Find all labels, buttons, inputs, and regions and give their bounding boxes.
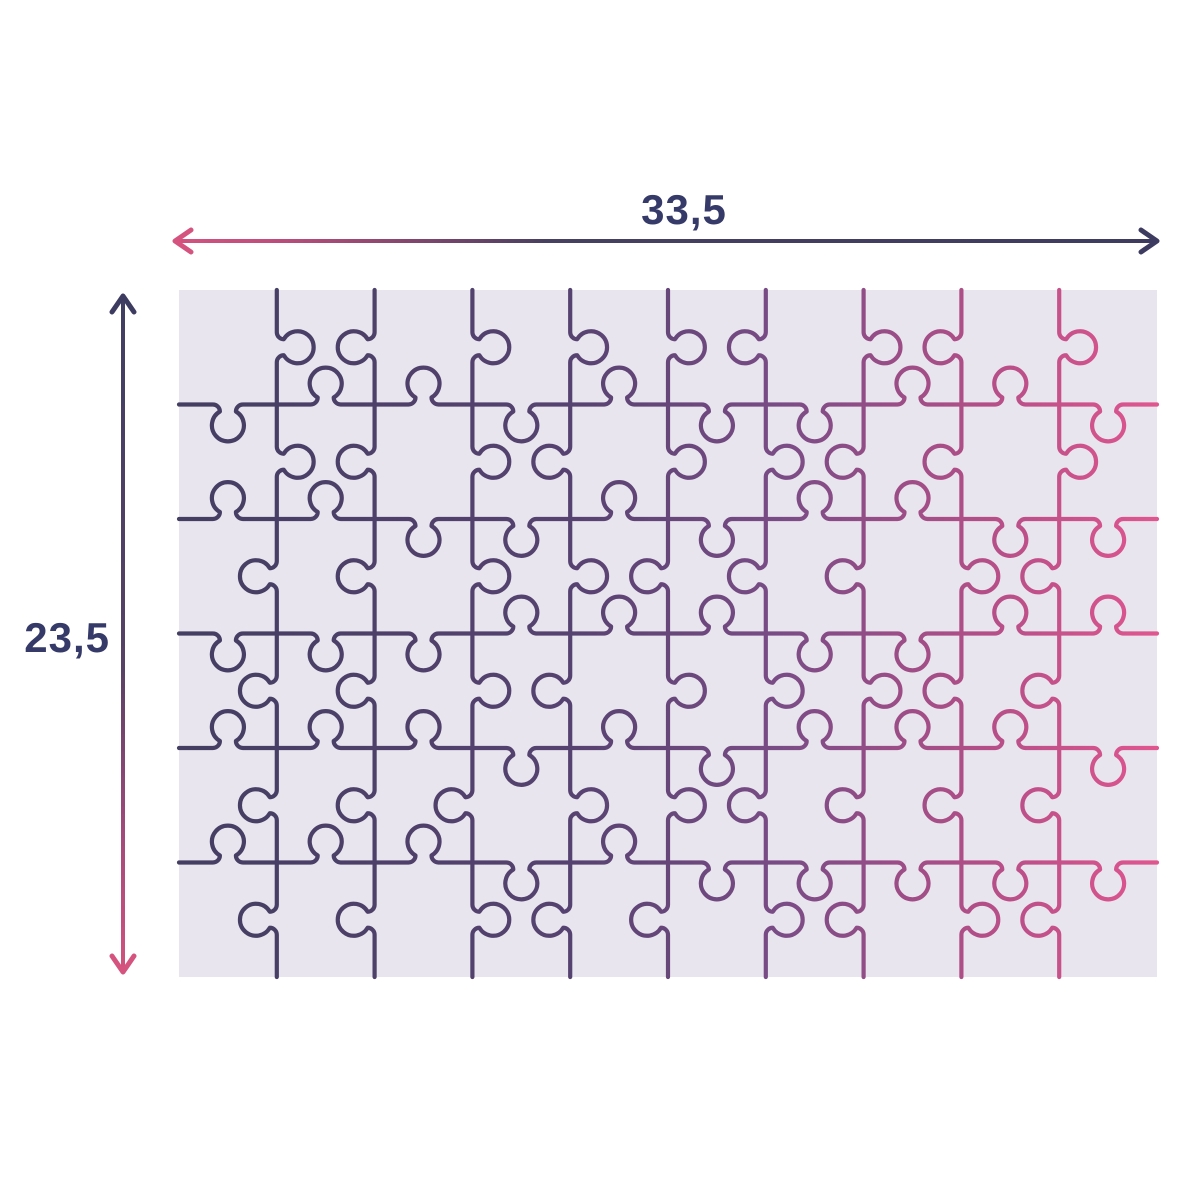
arrowhead-left-icon bbox=[172, 227, 194, 255]
puzzle-cut-lines bbox=[176, 287, 1160, 980]
puzzle-cut-line bbox=[824, 287, 903, 980]
puzzle-cut-line bbox=[433, 287, 512, 980]
puzzle-cut-line bbox=[335, 287, 377, 980]
arrowhead-top-icon bbox=[109, 293, 137, 315]
puzzle-cut-line bbox=[237, 287, 316, 980]
puzzle-cut-line bbox=[922, 287, 1001, 980]
puzzle-board-svg bbox=[176, 287, 1160, 980]
width-dimension-label: 33,5 bbox=[641, 186, 727, 233]
vertical-dimension-arrow bbox=[109, 293, 137, 975]
puzzle-cut-line bbox=[726, 287, 805, 980]
horizontal-dimension-arrow bbox=[172, 227, 1160, 255]
arrowhead-right-icon bbox=[1138, 227, 1160, 255]
height-dimension-label: 23,5 bbox=[24, 614, 110, 661]
puzzle-cut-line bbox=[1020, 287, 1099, 980]
puzzle-cut-line bbox=[531, 287, 610, 980]
arrowhead-bottom-icon bbox=[109, 953, 137, 975]
puzzle-cut-line bbox=[629, 287, 707, 980]
